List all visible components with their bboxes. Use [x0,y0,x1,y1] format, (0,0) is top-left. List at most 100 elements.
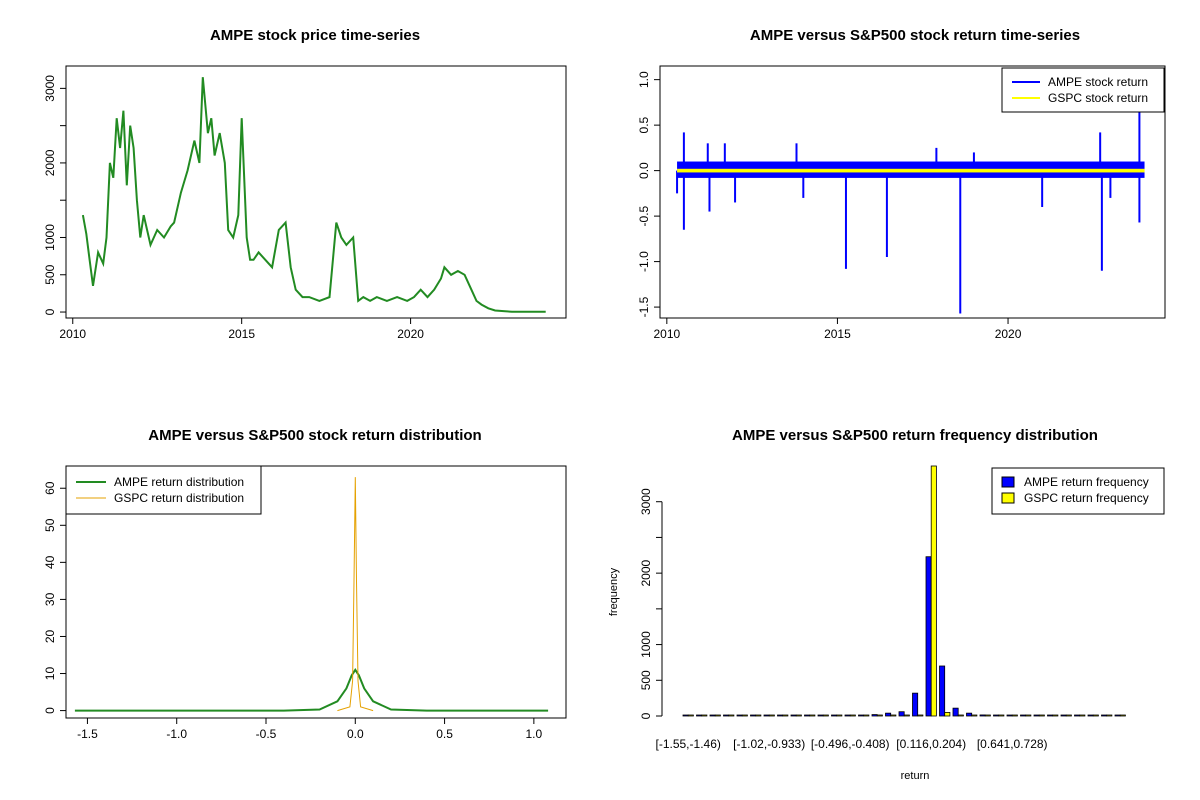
x-tick-label: 2020 [397,327,424,341]
x-tick-label: 2015 [228,327,255,341]
ampe-frequency-bar [939,665,946,717]
legend-label-ampe: AMPE return frequency [1024,475,1149,489]
legend: AMPE return distribution GSPC return dis… [65,465,262,515]
y-tick-label: 3000 [639,488,653,515]
gspc-frequency-bar [836,714,843,717]
gspc-frequency-bar [714,714,721,717]
ampe-frequency-bar [723,714,730,717]
x-tick-label: 1.0 [526,727,543,741]
panel-title: AMPE versus S&P500 return frequency dist… [732,427,1098,444]
x-tick-label: [-1.02,-0.933) [733,737,805,751]
y-tick-label: 2000 [43,149,57,176]
ampe-frequency-bar [1006,714,1013,717]
legend: AMPE return frequency GSPC return freque… [991,467,1165,515]
y-tick-label: 1000 [639,631,653,658]
ampe-frequency-bar [817,714,824,717]
gspc-frequency-bar [971,714,978,717]
y-tick-label: 3000 [43,75,57,102]
ampe-frequency-bar [763,714,770,717]
y-tick-label: 0 [43,308,57,315]
gspc-frequency-bar [957,714,964,717]
ampe-frequency-bar [993,714,1000,717]
panel-price-series: AMPE stock price time-series 2010 2015 202… [43,27,567,341]
gspc-frequency-bar [809,714,816,717]
y-tick-label: 0.0 [637,162,651,179]
y-tick-label: 0 [639,712,653,719]
panel-title: AMPE versus S&P500 stock return distribu… [148,427,481,444]
ampe-frequency-bar [952,707,959,717]
gspc-frequency-bar [944,712,951,717]
y-tick-label: -1.5 [637,296,651,317]
x-tick-label: 2020 [995,327,1022,341]
panel-return-series: AMPE versus S&P500 stock return time-ser… [637,27,1166,341]
y-tick-label: 0.5 [637,116,651,133]
ampe-frequency-bar [898,711,905,717]
gspc-frequency-bar [1011,714,1018,717]
ampe-frequency-bar [777,714,784,717]
y-tick-label: -1.0 [637,251,651,272]
gspc-frequency-bar [768,714,775,717]
ampe-frequency-bar [1087,714,1094,717]
panel-return-distribution: AMPE versus S&P500 stock return distribu… [43,427,567,741]
y-tick-label: 0 [43,707,57,714]
x-tick-label: 2010 [59,327,86,341]
plot-frame [65,465,567,719]
gspc-frequency-bar [1119,714,1126,717]
legend-label-gspc: GSPC return frequency [1024,491,1149,505]
gspc-frequency-bar [1079,714,1086,717]
gspc-frequency-bar [903,714,910,717]
gspc-frequency-bar [863,714,870,717]
plot-area: 2010 2015 2020 0 500 1000 2000 3000 [43,75,546,341]
legend-label-gspc: GSPC stock return [1048,91,1148,105]
ampe-frequency-bar [1047,714,1054,717]
legend: AMPE stock return GSPC stock return [1001,67,1165,113]
x-axis-label: return [901,770,930,782]
x-tick-label: 2015 [824,327,851,341]
panel-return-frequency: AMPE versus S&P500 return frequency dist… [608,427,1165,782]
x-tick-label: [0.116,0.204) [896,737,966,751]
gspc-frequency-bar [876,714,883,717]
gspc-frequency-bar [755,714,762,717]
gspc-frequency-bar [822,714,829,717]
panel-title: AMPE stock price time-series [210,27,420,44]
y-tick-label: 1.0 [637,71,651,88]
legend-swatch-gspc [1001,492,1015,504]
x-tick-label: [0.641,0.728) [977,737,1048,751]
gspc-frequency-bar [917,714,924,717]
legend-box [1001,67,1165,113]
ampe-frequency-bar [885,712,892,717]
ampe-frequency-bar [709,714,716,717]
y-tick-label: 30 [43,592,57,606]
gspc-frequency-bar [741,714,748,717]
gspc-frequency-bar [1065,714,1072,717]
y-tick-label: 20 [43,629,57,643]
gspc-frequency-bar [984,714,991,717]
x-tick-label: -0.5 [256,727,277,741]
y-tick-label: 500 [43,264,57,284]
ampe-frequency-bar [1020,714,1027,717]
ampe-frequency-bar [736,714,743,717]
ampe-density-line [74,667,549,712]
y-tick-label: 50 [43,518,57,532]
y-tick-label: 1000 [43,224,57,251]
plot-area: 2010 2015 2020 -1.5 -1.0 -0.5 0.0 0.5 1.0 [637,71,1145,341]
gspc-frequency-bar [1038,714,1045,717]
x-tick-label: -1.5 [77,727,98,741]
ampe-frequency-bar [1101,714,1108,717]
gspc-return-band [677,168,1145,173]
gspc-frequency-bar [1092,714,1099,717]
y-tick-label: 10 [43,667,57,681]
ampe-frequency-bar [912,692,919,717]
ampe-frequency-bar [966,712,973,717]
gspc-frequency-bar [687,714,694,717]
gspc-frequency-bar [890,714,897,717]
legend-box [991,467,1165,515]
y-tick-label: 2000 [639,559,653,586]
legend-swatch-ampe [1001,476,1015,488]
plot-frame [659,65,1166,319]
legend-label-ampe: AMPE return distribution [114,475,244,489]
ampe-frequency-bar [871,714,878,717]
legend-box [65,465,262,515]
gspc-frequency-bar [930,465,937,717]
